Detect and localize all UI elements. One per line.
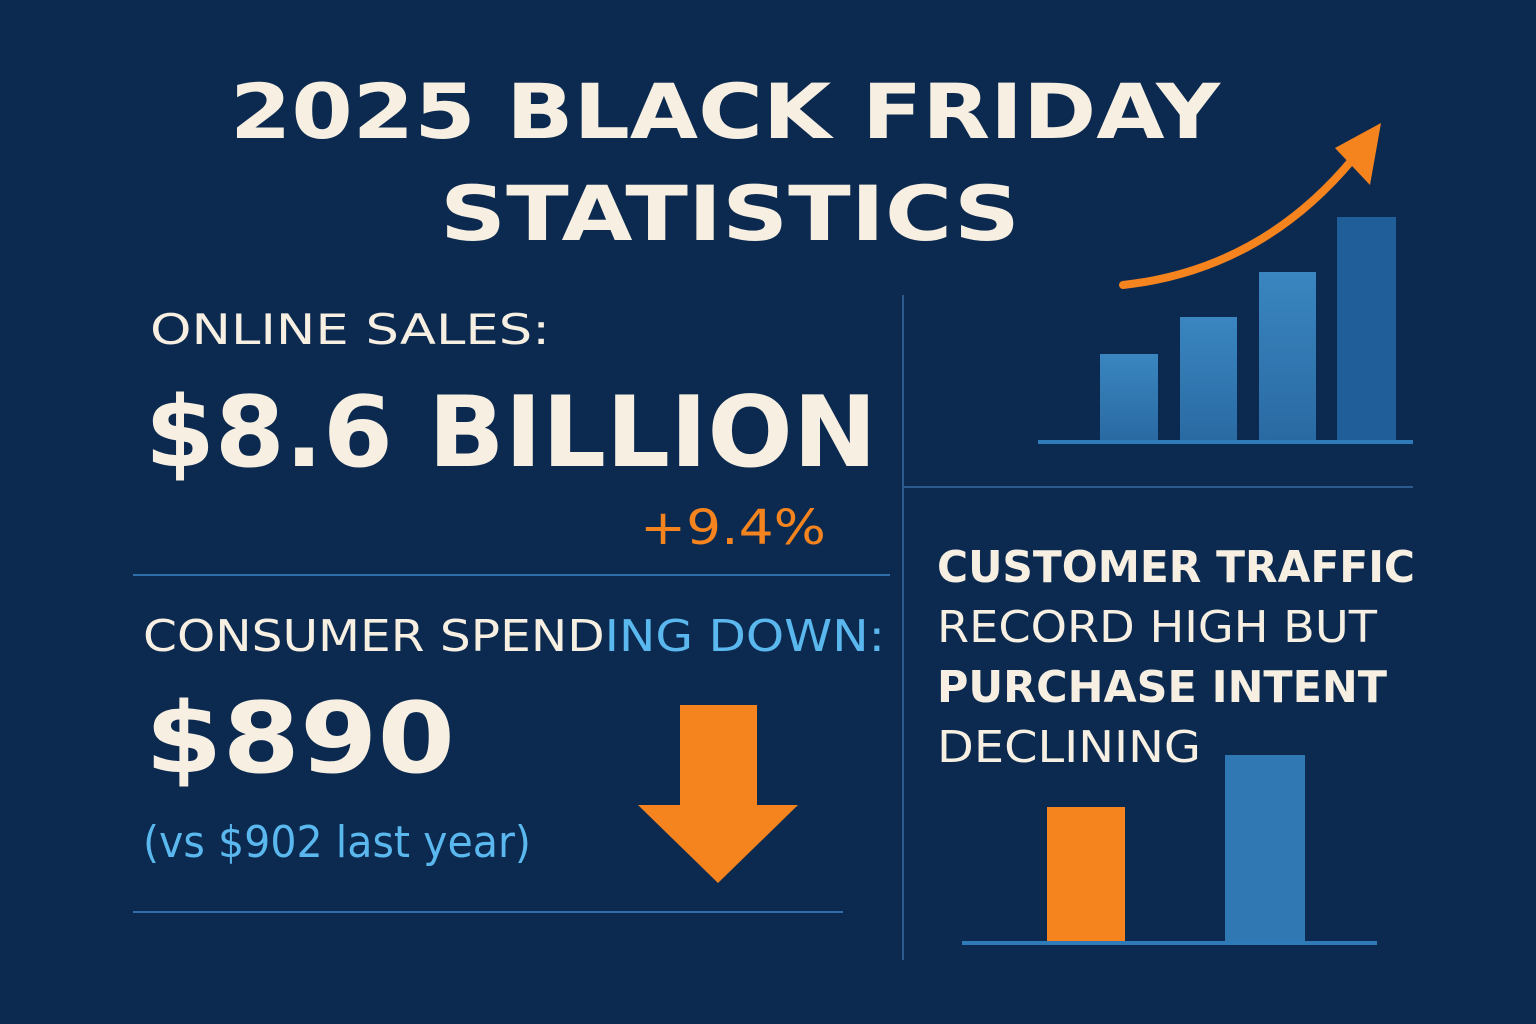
change-label: +9.4% xyxy=(640,500,826,556)
chart-bar xyxy=(1259,272,1316,440)
trend-arrow xyxy=(1119,156,1356,289)
chart-bar xyxy=(1180,317,1237,440)
comparison: (vs $902 last year) xyxy=(143,817,531,868)
chart-bar xyxy=(1100,354,1158,440)
label-part: ING DOWN: xyxy=(605,611,885,662)
title-line: 2025 BLACK FRIDAY xyxy=(230,67,1221,156)
section-label: ONLINE SALES: xyxy=(150,305,550,354)
big-value: $890 xyxy=(145,682,455,796)
chart-bar xyxy=(1047,807,1125,941)
chart-bar xyxy=(1337,217,1396,440)
traffic-line: RECORD HIGH BUT xyxy=(937,602,1377,653)
traffic-line: DECLINING xyxy=(937,722,1201,773)
chart-bar xyxy=(1225,755,1305,941)
big-value: $8.6 BILLION xyxy=(145,376,877,490)
down-arrow xyxy=(638,705,798,883)
section-label: CONSUMER SPEND ING DOWN: xyxy=(143,611,885,662)
traffic-line: CUSTOMER TRAFFIC xyxy=(937,542,1415,593)
label-part: CONSUMER SPEND xyxy=(143,611,605,662)
title-line: STATISTICS xyxy=(440,169,1020,258)
trend-arrowhead xyxy=(1335,123,1381,185)
traffic-line: PURCHASE INTENT xyxy=(937,662,1387,713)
